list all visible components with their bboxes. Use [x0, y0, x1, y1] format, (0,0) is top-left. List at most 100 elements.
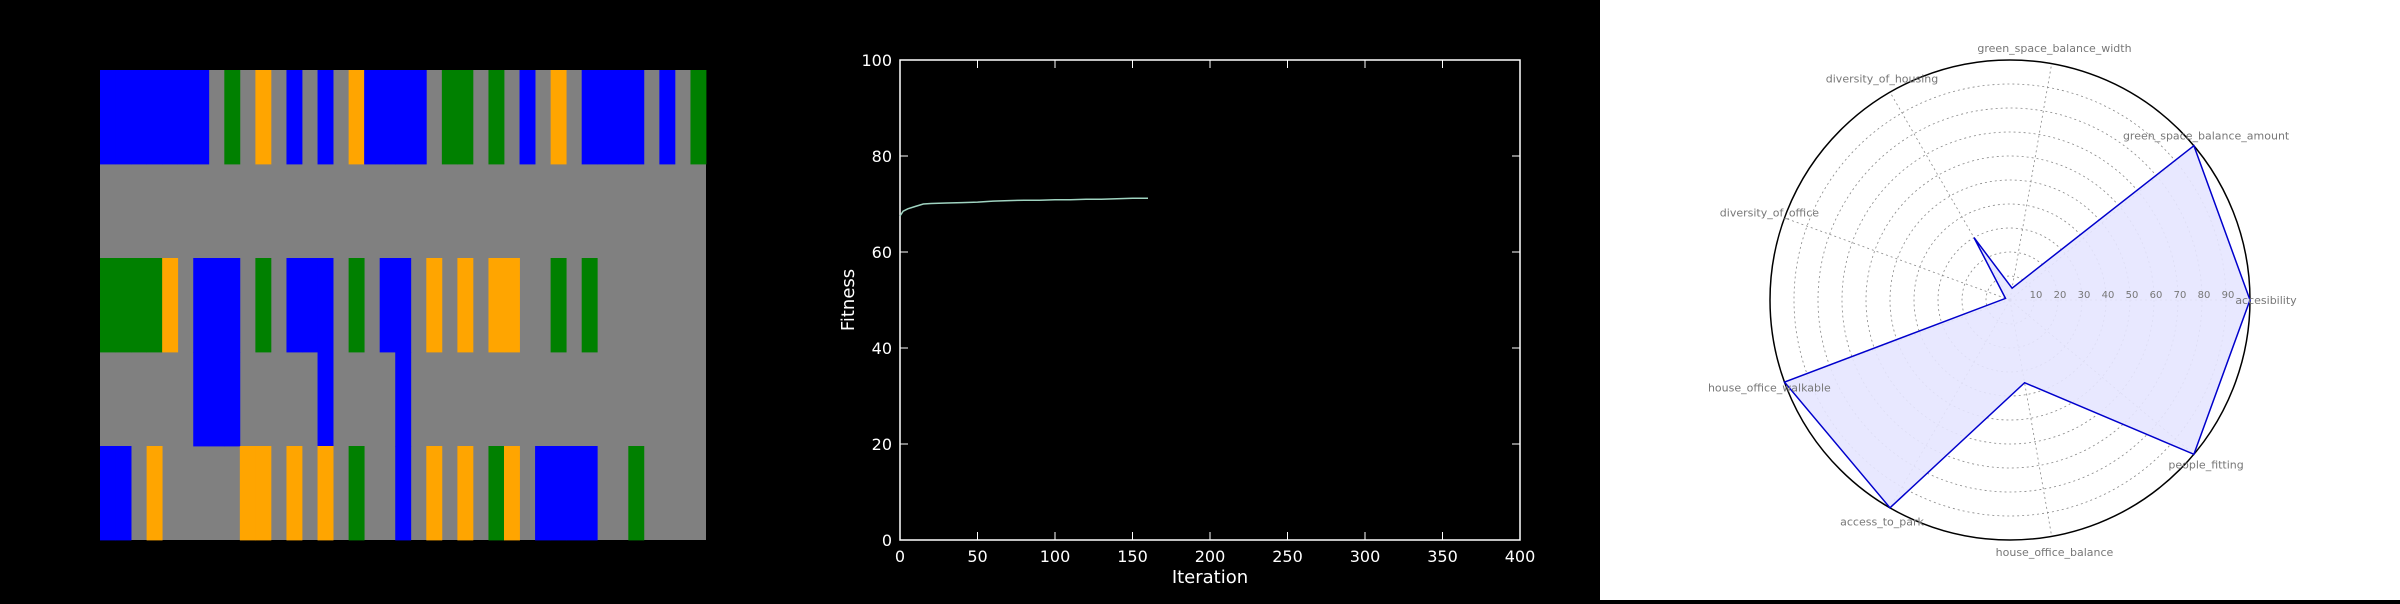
grid-cell	[208, 258, 225, 353]
grid-cell	[239, 446, 256, 541]
grid-cell	[115, 70, 132, 165]
radar-spoke	[2009, 63, 2053, 301]
y-axis-label: Fitness	[838, 269, 859, 331]
grid-cell	[131, 70, 148, 165]
grid-cell	[395, 446, 412, 541]
grid-cell	[317, 70, 334, 165]
grid-cell	[146, 70, 163, 165]
x-tick-label: 50	[967, 547, 987, 566]
grid-cell	[317, 446, 334, 541]
radar-series-polygon	[1783, 144, 2251, 509]
grid-cell	[100, 70, 116, 165]
fitness-series-line	[899, 197, 1148, 217]
x-tick-label: 150	[1117, 547, 1148, 566]
y-tick-label: 60	[872, 243, 892, 262]
x-tick-label: 300	[1350, 547, 1381, 566]
grid-cell	[395, 352, 412, 447]
radar-axis-label: house_office_balance	[1996, 546, 2114, 559]
grid-cell	[146, 446, 163, 541]
grid-cell	[426, 258, 443, 353]
grid-cell	[364, 70, 381, 165]
radar-r-tick-label: 50	[2126, 290, 2139, 301]
criteria-radar-chart: 10 20 30 40 50 60 70 80 90 accesibility green_spac…	[1708, 42, 2297, 559]
grid-cell	[379, 70, 396, 165]
grid-cell	[457, 446, 474, 541]
radar-r-tick-label: 80	[2198, 290, 2211, 301]
grid-cell	[208, 352, 225, 447]
grid-cell	[628, 446, 645, 541]
radar-r-tick-label: 60	[2150, 290, 2163, 301]
grid-cell	[581, 446, 598, 541]
grid-cell	[690, 70, 707, 165]
grid-cell	[193, 258, 210, 353]
grid-cell	[224, 70, 241, 165]
x-tick-label: 250	[1272, 547, 1303, 566]
grid-cell	[177, 70, 194, 165]
radar-axis-label: people_fitting	[2168, 459, 2243, 472]
grid-cell	[410, 70, 427, 165]
radar-r-tick-label: 30	[2078, 290, 2091, 301]
grid-cell	[115, 258, 132, 353]
y-tick-label: 80	[872, 147, 892, 166]
fitness-chart-panel: Iteration Fitness 0 50 100 150 200 250 300 350 4…	[800, 0, 1600, 600]
grid-cell	[348, 258, 365, 353]
grid-cell	[146, 258, 163, 353]
radar-axis-label: accesibility	[2235, 294, 2297, 307]
grid-cell	[224, 258, 241, 353]
grid-cell	[488, 446, 505, 541]
grid-cell	[612, 70, 629, 165]
radar-chart-panel: 10 20 30 40 50 60 70 80 90 accesibility green_spac…	[1600, 0, 2400, 600]
radar-axis-label: green_space_balance_width	[1977, 42, 2131, 55]
radar-r-tick-label: 40	[2102, 290, 2115, 301]
grid-cell	[348, 446, 365, 541]
grid-cell	[131, 258, 148, 353]
grid-cell	[162, 258, 179, 353]
grid-cell	[255, 70, 272, 165]
grid-cell	[395, 258, 412, 353]
radar-axis-label: green_space_balance_amount	[2123, 129, 2290, 142]
x-tick-label: 200	[1195, 547, 1226, 566]
x-tick-label: 0	[895, 547, 905, 566]
y-tick-label: 20	[872, 435, 892, 454]
y-tick-label: 40	[872, 339, 892, 358]
x-axis-label: Iteration	[1172, 567, 1248, 588]
radar-axis-label: diversity_of_housing	[1826, 72, 1938, 85]
grid-cell	[659, 70, 676, 165]
grid-cell	[317, 352, 334, 447]
grid-cell	[488, 70, 505, 165]
grid-cell	[550, 258, 567, 353]
radar-r-tick-label: 70	[2174, 290, 2187, 301]
grid-cell	[504, 446, 520, 541]
grid-cell	[379, 258, 396, 353]
grid-cell	[317, 258, 334, 353]
grid-cell	[162, 70, 179, 165]
grid-cell	[193, 70, 210, 165]
grid-cell	[550, 70, 567, 165]
x-tick-label: 350	[1427, 547, 1458, 566]
grid-cell	[504, 258, 520, 353]
x-tick-label: 100	[1040, 547, 1071, 566]
grid-cell	[255, 258, 272, 353]
grid-cell	[426, 446, 443, 541]
grid-cell	[457, 70, 474, 165]
grid-cell	[286, 70, 303, 165]
radar-r-tick-label: 10	[2030, 290, 2043, 301]
grid-cell	[224, 352, 241, 447]
y-tick-label: 0	[882, 531, 892, 550]
radar-r-tick-label: 90	[2222, 290, 2235, 301]
grid-cell	[193, 352, 210, 447]
radar-axis-label: access_to_park	[1840, 516, 1924, 529]
grid-cell	[519, 70, 536, 165]
grid-cell	[302, 258, 318, 353]
grid-cell	[535, 446, 552, 541]
grid-cell	[566, 446, 583, 541]
grid-cell	[441, 70, 458, 165]
radar-axis-label: house_office_walkable	[1708, 382, 1831, 395]
x-tick-label: 400	[1505, 547, 1536, 566]
grid-cell	[395, 70, 412, 165]
grid-cell	[550, 446, 567, 541]
grid-cell	[255, 446, 272, 541]
plot-frame	[899, 59, 1521, 541]
grid-cell	[581, 70, 598, 165]
grid-cell	[286, 446, 303, 541]
